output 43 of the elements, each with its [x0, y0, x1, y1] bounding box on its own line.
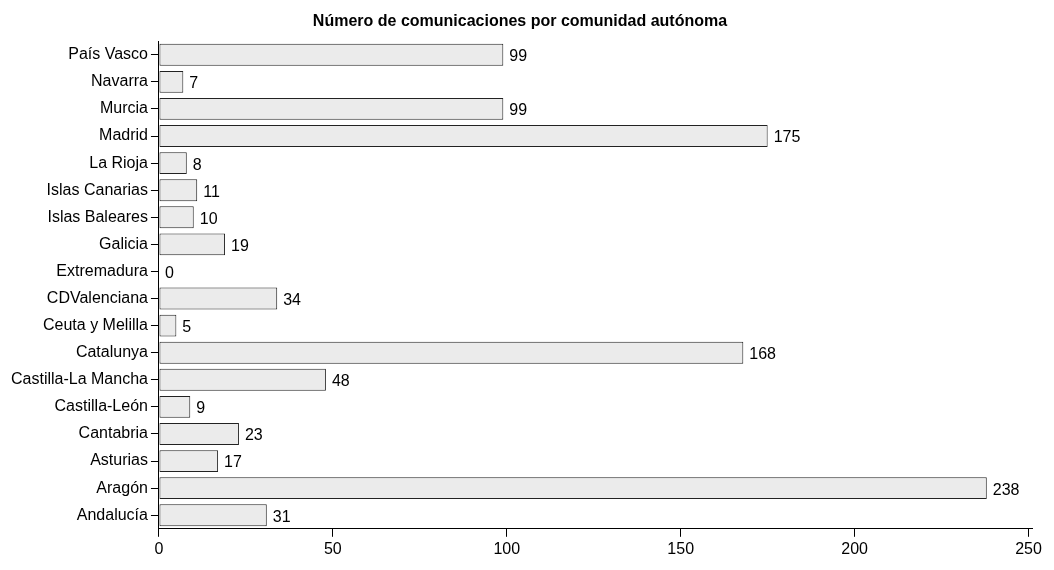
- chart-title: Número de comunicaciones por comunidad autónoma: [312, 12, 728, 30]
- data-label: 23: [244, 426, 263, 444]
- data-label: 10: [199, 209, 218, 227]
- x-tick-label: 100: [493, 539, 521, 557]
- data-label: 99: [509, 47, 528, 65]
- y-tick-label: Galicia: [99, 234, 149, 252]
- y-tick-label: Asturias: [90, 451, 148, 469]
- data-label: 34: [283, 290, 302, 308]
- y-tick-label: CDValenciana: [46, 288, 149, 306]
- y-tick-label: Navarra: [91, 72, 149, 90]
- data-label: 11: [203, 182, 220, 200]
- x-tick-label: 150: [667, 539, 695, 557]
- y-tick-label: Catalunya: [75, 343, 149, 361]
- y-tick-label: Aragón: [96, 478, 148, 496]
- data-label: 99: [509, 101, 528, 119]
- y-tick-label: Castilla-La Mancha: [11, 370, 149, 388]
- x-tick-label: 0: [154, 539, 164, 557]
- y-tick-label: Murcia: [99, 99, 149, 117]
- y-tick-label: País Vasco: [68, 45, 149, 63]
- y-tick-label: Ceuta y Melilla: [43, 316, 149, 334]
- y-tick-label: Extremadura: [56, 261, 149, 279]
- data-label: 19: [231, 236, 249, 254]
- x-tick-label: 50: [323, 539, 342, 557]
- data-label: 8: [192, 155, 202, 173]
- y-tick-label: La Rioja: [89, 153, 149, 171]
- x-tick-label: 200: [841, 539, 869, 557]
- x-tick-label: 250: [1015, 539, 1042, 557]
- y-tick-label: Andalucía: [76, 505, 149, 523]
- y-tick-label: Castilla-León: [54, 397, 148, 415]
- data-label: 0: [164, 263, 174, 281]
- y-tick-label: Madrid: [99, 126, 148, 144]
- y-tick-label: Cantabria: [78, 424, 149, 442]
- data-label: 238: [992, 480, 1020, 498]
- data-label: 31: [272, 507, 291, 525]
- data-label: 168: [749, 345, 777, 363]
- data-label: 5: [182, 318, 192, 336]
- y-tick-label: Islas Canarias: [46, 180, 148, 198]
- data-label: 48: [331, 372, 350, 390]
- y-tick-label: Islas Baleares: [47, 207, 148, 225]
- data-label: 7: [189, 74, 199, 92]
- data-label: 175: [773, 128, 801, 146]
- data-label: 9: [196, 399, 206, 417]
- data-label: 17: [224, 453, 242, 471]
